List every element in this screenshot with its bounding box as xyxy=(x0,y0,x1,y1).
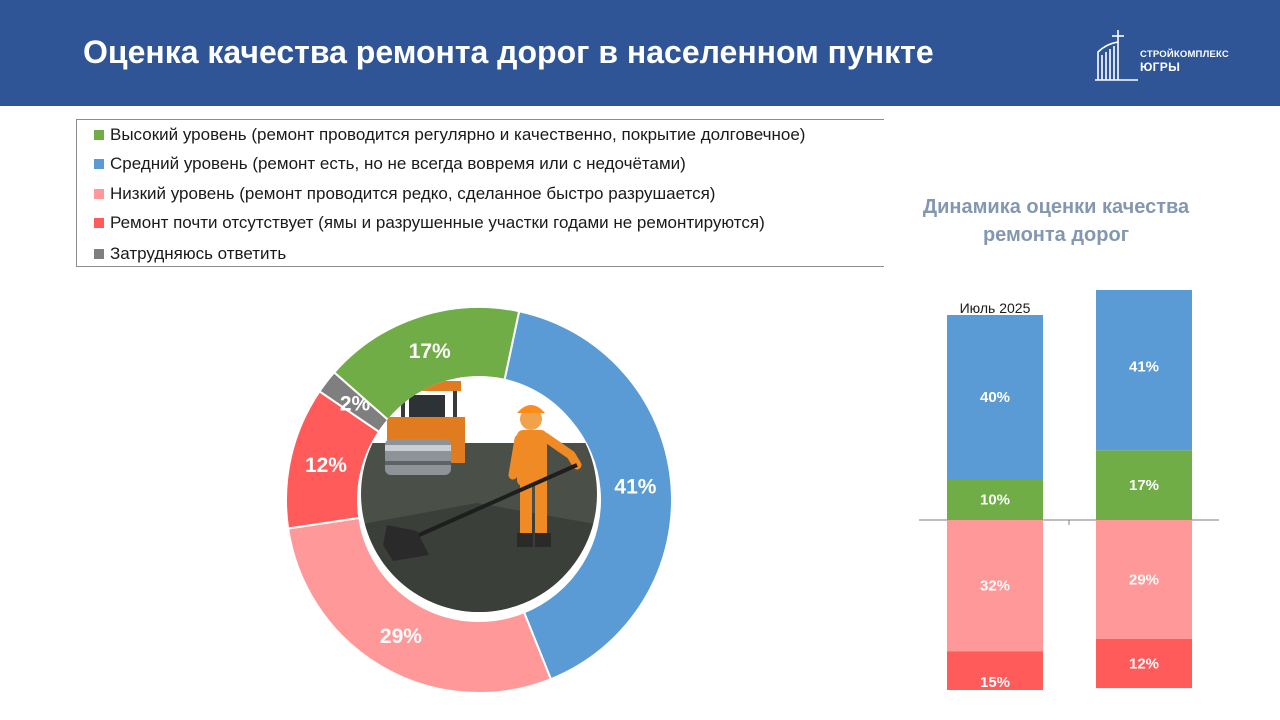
legend: Высокий уровень (ремонт проводится регул… xyxy=(76,119,884,267)
bar-segment xyxy=(947,315,1043,479)
bar-segment-label: 29% xyxy=(1129,571,1159,588)
donut-slice xyxy=(286,516,553,694)
donut-slice xyxy=(502,310,673,681)
donut-slice-label: 29% xyxy=(380,625,422,648)
legend-label: Низкий уровень (ремонт проводится редко,… xyxy=(110,184,716,203)
dynamics-title-line2: ремонта дорог xyxy=(982,224,1130,246)
legend-label: Ремонт почти отсутствует (ямы и разрушен… xyxy=(110,213,765,232)
logo: СТРОЙКОМПЛЕКС ЮГРЫ xyxy=(1092,24,1242,84)
bar-segment-label: 15% xyxy=(980,674,1010,690)
legend-swatch xyxy=(94,218,104,228)
bar-segment xyxy=(1096,282,1192,451)
logo-building-icon xyxy=(1095,30,1138,81)
legend-label: Высокий уровень (ремонт проводится регул… xyxy=(110,125,806,144)
legend-swatch xyxy=(94,130,104,140)
legend-swatch xyxy=(94,189,104,199)
donut-slice-label: 12% xyxy=(305,454,347,477)
legend-swatch xyxy=(94,249,104,259)
donut-slice-label: 17% xyxy=(409,340,451,363)
bar-segment-label: 32% xyxy=(980,578,1010,595)
logo-text-line2: ЮГРЫ xyxy=(1140,60,1181,74)
legend-label: Средний уровень (ремонт есть, но не всег… xyxy=(110,154,686,173)
donut-slice-label: 41% xyxy=(614,476,656,499)
logo-text-line1: СТРОЙКОМПЛЕКС xyxy=(1140,49,1229,60)
dynamics-title: Динамика оценки качества ремонта дорог xyxy=(900,193,1212,249)
worker-icon xyxy=(383,405,582,561)
dynamics-title-line1: Динамика оценки качества xyxy=(922,196,1190,218)
bar-segment xyxy=(1096,520,1192,639)
page-title: Оценка качества ремонта дорог в населенн… xyxy=(83,34,934,70)
bar-category-label: Июль 2025 xyxy=(960,300,1031,316)
legend-label: Затрудняюсь ответить xyxy=(110,244,287,263)
bar-segment xyxy=(947,479,1043,520)
header-bar: Оценка качества ремонта дорог в населенн… xyxy=(0,0,1280,106)
bar-segment-label: 17% xyxy=(1129,477,1159,494)
bar-segment xyxy=(947,520,1043,652)
bar-segment-label: 41% xyxy=(1129,358,1159,375)
bar-segment xyxy=(1096,450,1192,520)
bar-segment-label: 40% xyxy=(980,389,1010,406)
bar-segment-label: 10% xyxy=(980,492,1010,509)
road-worker-illustration xyxy=(357,375,601,613)
bar-segment-label: 12% xyxy=(1129,656,1159,673)
bar-segment xyxy=(1096,638,1192,689)
legend-swatch xyxy=(94,159,104,169)
road-roller-icon xyxy=(385,381,465,475)
